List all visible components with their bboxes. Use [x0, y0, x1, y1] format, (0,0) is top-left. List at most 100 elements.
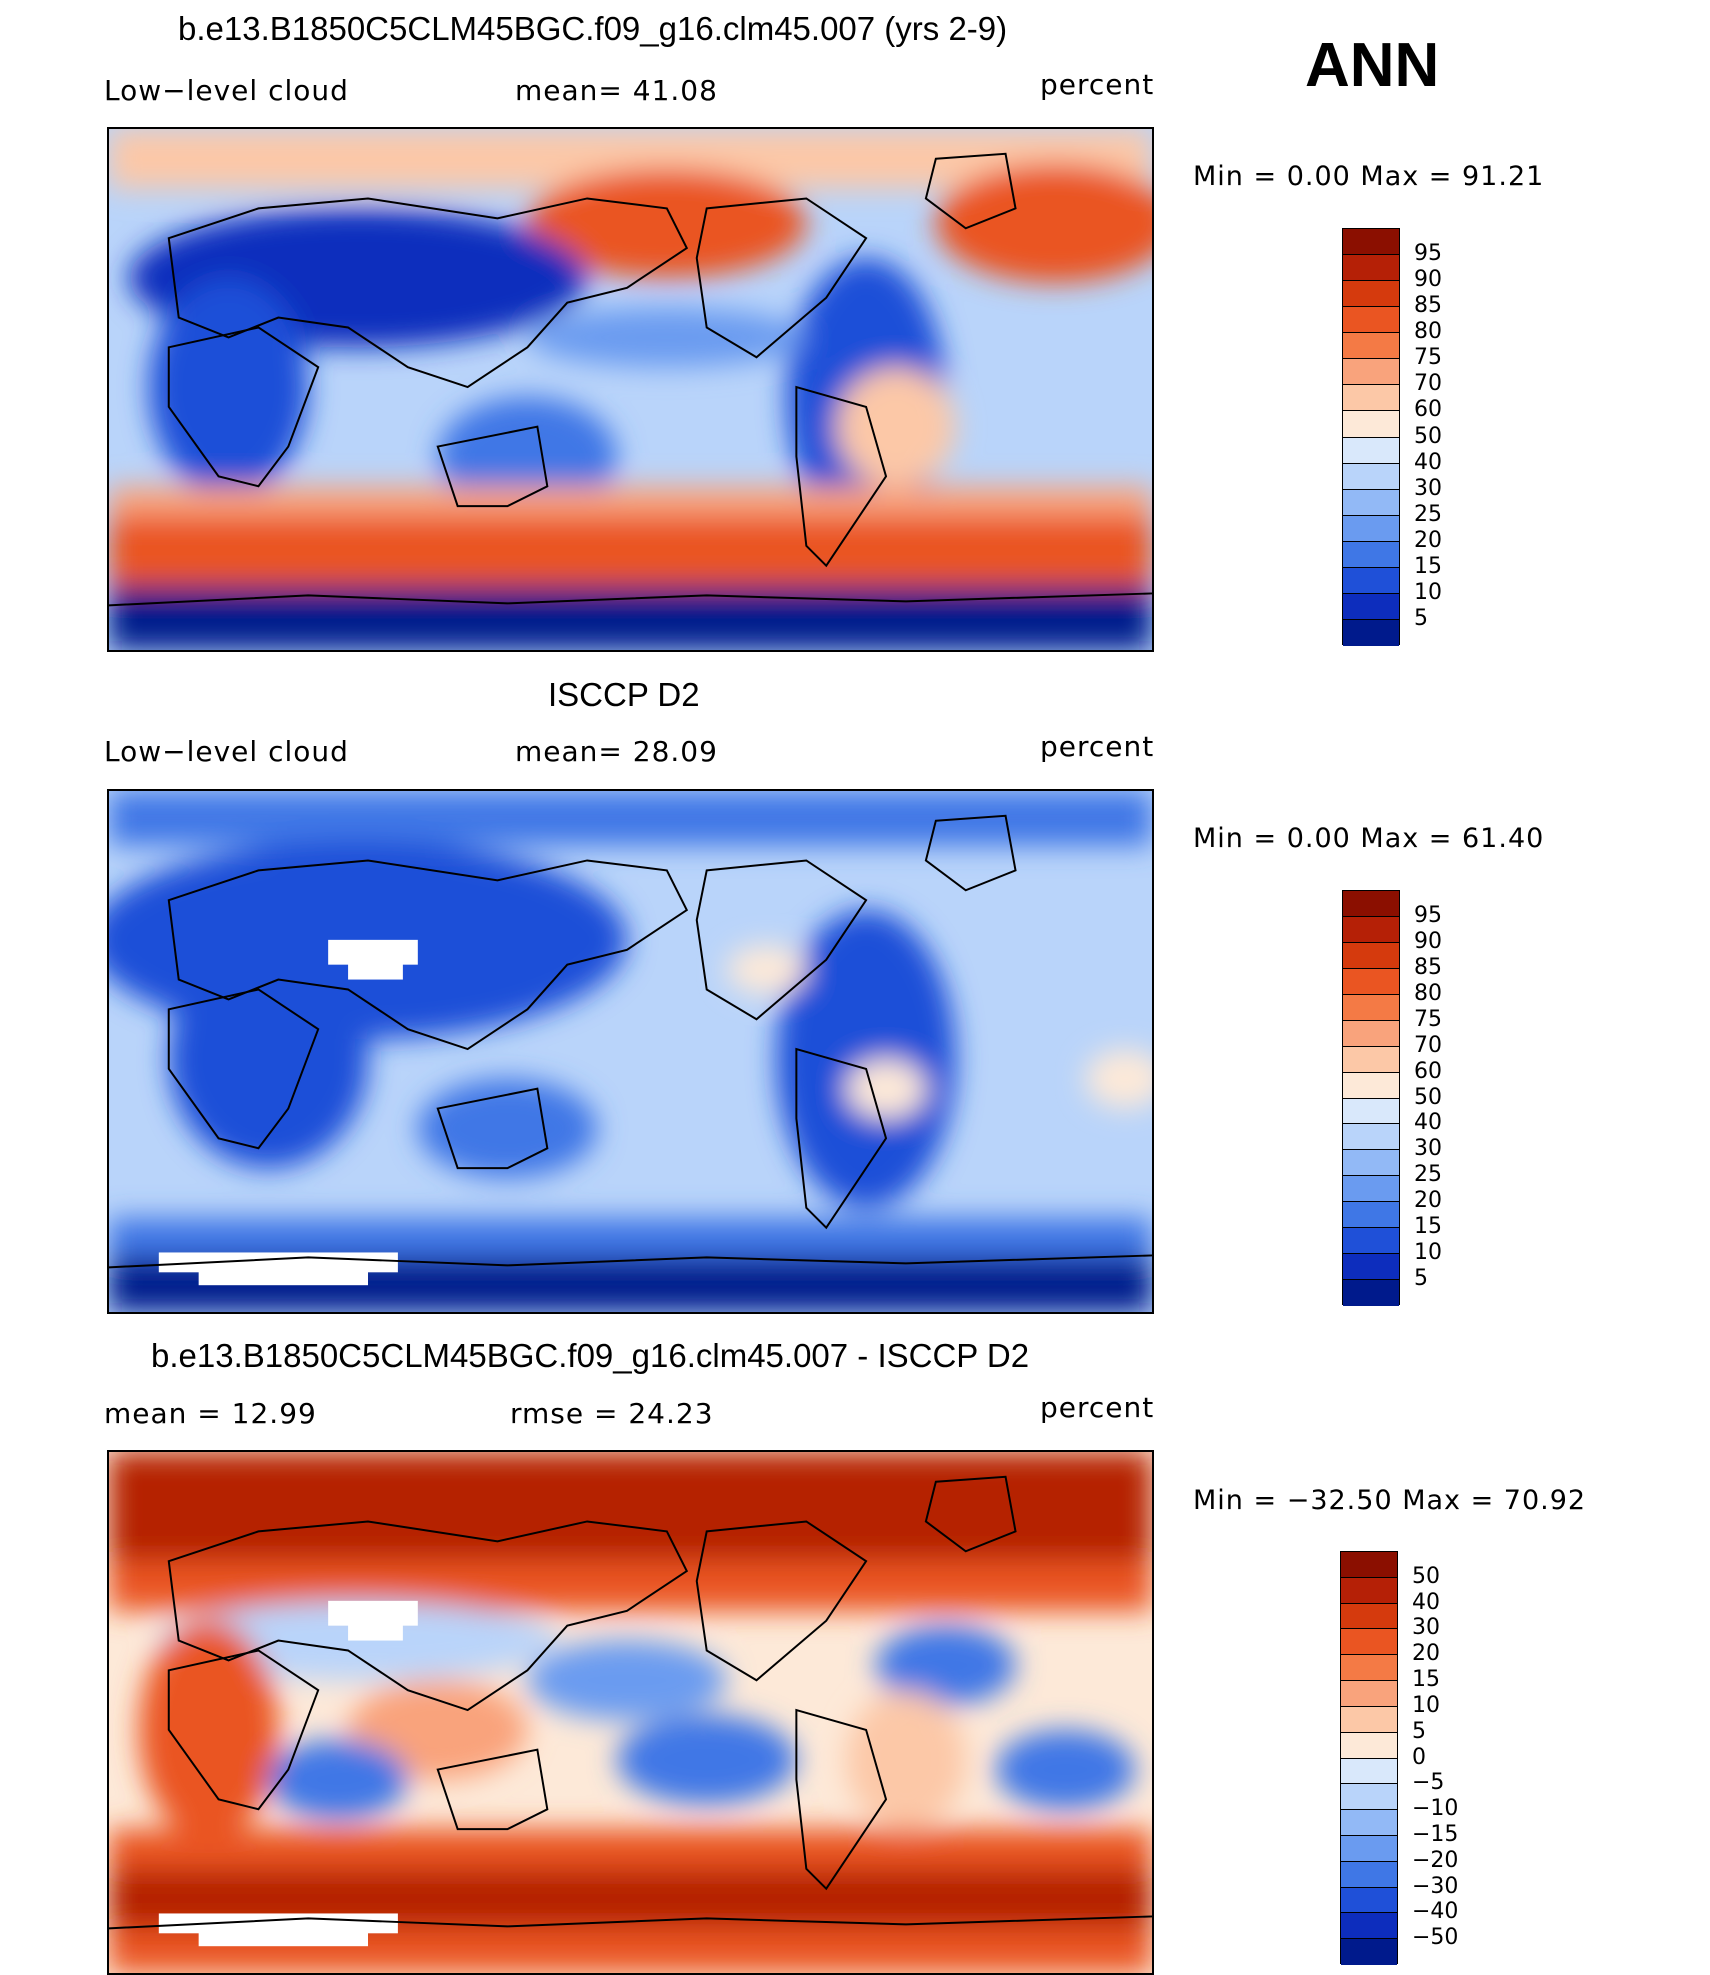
colorbar-tick-label: 80 [1414, 980, 1442, 1006]
colorbar-swatch [1343, 916, 1399, 943]
colorbar-swatch [1341, 1887, 1397, 1914]
colorbar-tick-label: 5 [1412, 1718, 1426, 1744]
colorbar-swatch [1343, 281, 1399, 308]
colorbar-tick-label: 75 [1414, 345, 1442, 371]
panel-3-rmse-label: rmse = 24.23 [510, 1397, 714, 1430]
colorbar-tick-label: 25 [1414, 501, 1442, 527]
colorbar-tick-label: 0 [1412, 1744, 1426, 1770]
colorbar-tick-label: 15 [1414, 1214, 1442, 1240]
colorbar-tick-label: 40 [1414, 449, 1442, 475]
colorbar-tick-label: 80 [1414, 319, 1442, 345]
colorbar-swatch [1343, 489, 1399, 516]
colorbar-swatch [1343, 229, 1399, 256]
colorbar-tick-label: −50 [1412, 1925, 1459, 1951]
panel-2-title: ISCCP D2 [548, 676, 700, 713]
colorbar-swatch [1343, 567, 1399, 594]
colorbar-tick-label: 10 [1414, 1240, 1442, 1266]
panel-3-title: b.e13.B1850C5CLM45BGC.f09_g16.clm45.007 … [151, 1337, 1030, 1374]
panel-3-colorbar [1340, 1551, 1398, 1965]
colorbar-swatch [1343, 942, 1399, 969]
colorbar-swatch [1343, 359, 1399, 386]
panel-2-mean-label: mean= 28.09 [515, 735, 718, 768]
colorbar-tick-label: 20 [1414, 1188, 1442, 1214]
colorbar-tick-label: 15 [1412, 1667, 1440, 1693]
colorbar-tick-label: −5 [1412, 1770, 1445, 1796]
season-label: ANN [1305, 31, 1440, 100]
colorbar-swatch [1341, 1913, 1397, 1940]
colorbar-tick-label: 15 [1414, 553, 1442, 579]
colorbar-swatch [1343, 255, 1399, 282]
colorbar-tick-label: 50 [1412, 1563, 1440, 1589]
colorbar-swatch [1341, 1681, 1397, 1707]
colorbar-tick-label: 10 [1414, 579, 1442, 605]
colorbar-tick-label: 90 [1414, 928, 1442, 954]
panel-3-map-svg [109, 1452, 1152, 1973]
colorbar-swatch [1341, 1758, 1397, 1785]
panel-1-map-svg [109, 129, 1152, 650]
colorbar-swatch [1343, 1176, 1399, 1203]
colorbar-tick-label: 40 [1414, 1110, 1442, 1136]
colorbar-tick-label: 95 [1414, 241, 1442, 267]
colorbar-tick-label: 50 [1414, 1084, 1442, 1110]
panel-1-map [107, 127, 1154, 652]
colorbar-swatch [1343, 411, 1399, 438]
colorbar-swatch [1343, 307, 1399, 334]
colorbar-swatch [1343, 1098, 1399, 1125]
colorbar-swatch [1341, 1835, 1397, 1862]
colorbar-swatch [1343, 541, 1399, 568]
panel-2-colorbar [1342, 890, 1400, 1306]
colorbar-swatch [1341, 1784, 1397, 1811]
colorbar-tick-label: 95 [1414, 902, 1442, 928]
panel-3-min-max: Min = −32.50 Max = 70.92 [1193, 1485, 1587, 1516]
colorbar-swatch [1343, 1124, 1399, 1151]
colorbar-swatch [1343, 463, 1399, 490]
colorbar-swatch [1343, 593, 1399, 620]
panel-1-min-max: Min = 0.00 Max = 91.21 [1193, 161, 1545, 192]
colorbar-swatch [1343, 619, 1399, 646]
colorbar-swatch [1341, 1655, 1397, 1682]
colorbar-swatch [1343, 1072, 1399, 1099]
colorbar-tick-label: 85 [1414, 293, 1442, 319]
panel-3-mean-label: mean = 12.99 [104, 1397, 317, 1430]
colorbar-swatch [1341, 1732, 1397, 1759]
colorbar-tick-label: 30 [1414, 1136, 1442, 1162]
colorbar-tick-label: 90 [1414, 267, 1442, 293]
colorbar-tick-label: 25 [1414, 1162, 1442, 1188]
colorbar-tick-label: 5 [1414, 1266, 1428, 1292]
colorbar-tick-label: 20 [1412, 1641, 1440, 1667]
panel-1-title: b.e13.B1850C5CLM45BGC.f09_g16.clm45.007 … [178, 10, 1008, 47]
colorbar-swatch [1341, 1706, 1397, 1733]
colorbar-swatch [1341, 1939, 1397, 1965]
colorbar-tick-label: −10 [1412, 1796, 1459, 1822]
colorbar-swatch [1343, 1150, 1399, 1177]
colorbar-tick-label: 20 [1414, 527, 1442, 553]
colorbar-tick-label: 40 [1412, 1589, 1440, 1615]
panel-2-map-svg [109, 791, 1152, 1312]
colorbar-swatch [1343, 1202, 1399, 1229]
colorbar-swatch [1341, 1552, 1397, 1578]
colorbar-swatch [1343, 385, 1399, 412]
colorbar-tick-label: −30 [1412, 1873, 1459, 1899]
colorbar-swatch [1341, 1603, 1397, 1630]
colorbar-tick-label: 75 [1414, 1006, 1442, 1032]
colorbar-swatch [1341, 1810, 1397, 1836]
colorbar-swatch [1341, 1861, 1397, 1888]
colorbar-swatch [1341, 1577, 1397, 1604]
panel-1-mean-label: mean= 41.08 [515, 74, 718, 107]
colorbar-swatch [1343, 437, 1399, 464]
colorbar-tick-label: 10 [1412, 1692, 1440, 1718]
colorbar-tick-label: −40 [1412, 1899, 1459, 1925]
panel-2-map [107, 789, 1154, 1314]
colorbar-swatch [1343, 515, 1399, 542]
colorbar-tick-label: 60 [1414, 1058, 1442, 1084]
panel-3-map [107, 1450, 1154, 1975]
colorbar-swatch [1343, 1046, 1399, 1073]
panel-1-colorbar [1342, 228, 1400, 646]
colorbar-swatch [1341, 1629, 1397, 1656]
colorbar-tick-label: 70 [1414, 371, 1442, 397]
panel-2-variable-label: Low−level cloud [104, 735, 349, 768]
colorbar-tick-label: 70 [1414, 1032, 1442, 1058]
panel-1-units-label: percent [1040, 68, 1155, 101]
colorbar-tick-label: 5 [1414, 605, 1428, 631]
colorbar-swatch [1343, 994, 1399, 1021]
